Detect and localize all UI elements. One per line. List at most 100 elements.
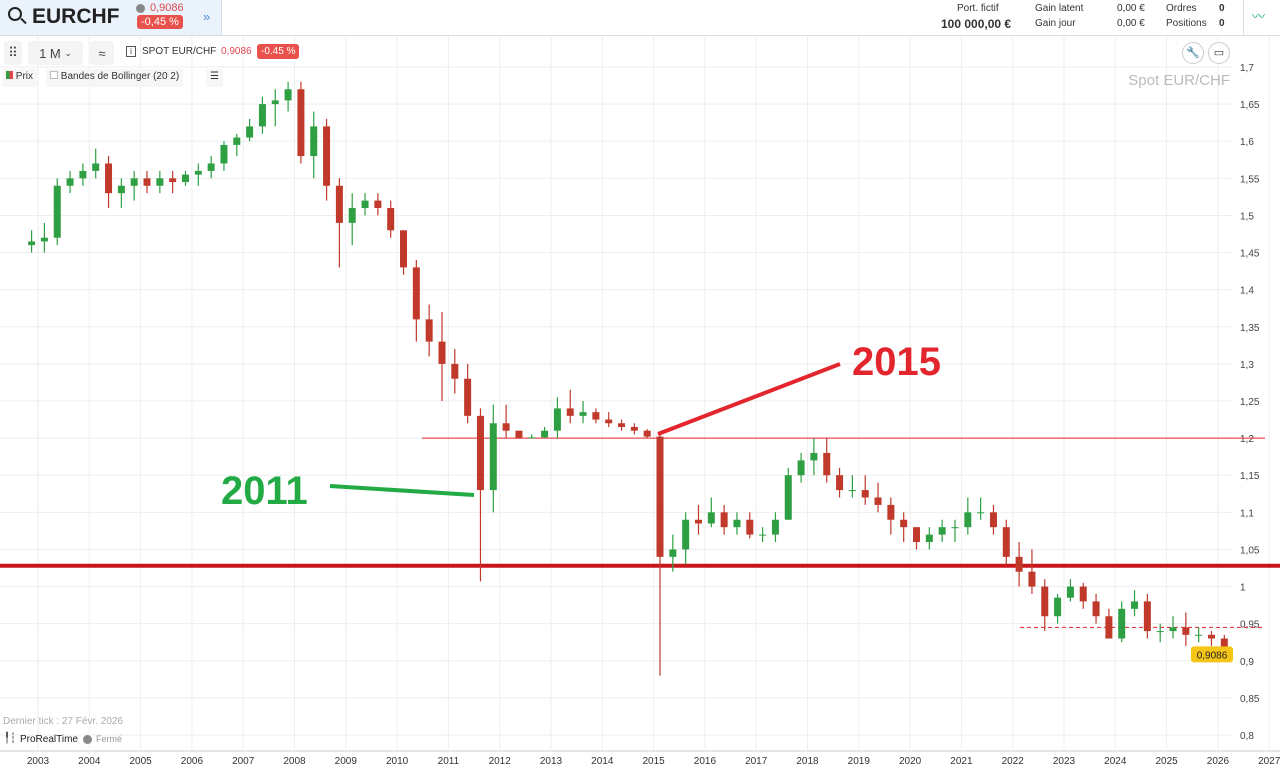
candle-body	[925, 534, 933, 543]
x-tick-label: 2022	[1002, 756, 1025, 767]
candle-body	[643, 430, 651, 437]
list-icon[interactable]: ☰	[206, 69, 223, 87]
candle	[130, 170, 138, 201]
ordres-label: Ordres	[1166, 3, 1197, 14]
candle	[207, 156, 215, 179]
y-tick-label: 1,35	[1240, 323, 1260, 334]
last-price-tag	[1191, 646, 1233, 663]
double-chevron-right-icon[interactable]: »	[203, 9, 211, 24]
candle-body	[412, 267, 420, 320]
candle	[412, 259, 420, 342]
candle	[258, 96, 266, 134]
x-tick-label: 2014	[591, 756, 614, 767]
divider	[1243, 0, 1244, 35]
candle-body	[694, 519, 702, 524]
candle-body	[143, 178, 151, 186]
search-icon[interactable]	[8, 7, 22, 21]
candle	[1131, 590, 1139, 617]
instrument-price: 0,9086	[221, 46, 252, 57]
candle-body	[836, 475, 844, 491]
candle	[682, 512, 690, 565]
candle-body	[746, 519, 754, 535]
candle-body	[130, 178, 138, 186]
wrench-icon[interactable]: 🔧	[1182, 42, 1204, 64]
candle-body	[848, 490, 856, 492]
x-tick-label: 2012	[489, 756, 512, 767]
timeframe-select[interactable]: 1 M ⌄	[28, 41, 83, 65]
candle-body	[105, 163, 113, 194]
candle-body	[515, 430, 523, 439]
candle-body	[220, 144, 228, 164]
indicator-panel-icon[interactable]: 〰	[1252, 9, 1266, 24]
candle	[977, 497, 985, 520]
candle	[1182, 612, 1190, 646]
candle	[348, 193, 356, 246]
candle	[489, 404, 497, 513]
candle	[836, 467, 844, 498]
candle	[1041, 579, 1049, 632]
candle	[618, 419, 626, 431]
candle-body	[1156, 631, 1164, 633]
checkbox-icon[interactable]	[50, 71, 58, 79]
candle-body	[361, 200, 369, 209]
candle-body	[438, 341, 446, 364]
candle	[374, 193, 382, 216]
chart-type-icon[interactable]: ≈	[90, 41, 114, 65]
candle	[553, 397, 561, 439]
candle	[823, 438, 831, 483]
drag-handle-icon[interactable]: ⠿	[4, 41, 22, 65]
y-tick-label: 1,05	[1240, 545, 1260, 556]
candle-body	[913, 527, 921, 543]
candle	[1207, 631, 1215, 646]
legend-bollinger[interactable]: Bandes de Bollinger (20 2)	[46, 69, 184, 87]
symbol-search[interactable]: EURCHF 0,9086 -0,45 % »	[0, 0, 222, 35]
candle-body	[1131, 601, 1139, 609]
candle	[40, 222, 48, 253]
info-icon[interactable]: i	[126, 46, 136, 57]
candle	[117, 178, 125, 209]
x-tick-label: 2008	[283, 756, 306, 767]
candle-body	[579, 412, 587, 416]
x-tick-label: 2020	[899, 756, 922, 767]
chart-watermark: Spot EUR/CHF	[1128, 72, 1230, 89]
candle-body	[246, 126, 254, 138]
candle	[425, 304, 433, 357]
y-tick-label: 1,1	[1240, 508, 1254, 519]
candle	[771, 512, 779, 543]
candle-body	[79, 170, 87, 179]
candle-body	[489, 423, 497, 491]
instrument-name: SPOT EUR/CHF	[142, 46, 217, 57]
candle-body	[92, 163, 100, 171]
x-tick-label: 2025	[1155, 756, 1178, 767]
candle-body	[720, 512, 728, 528]
x-tick-label: 2003	[27, 756, 50, 767]
candle	[605, 412, 613, 427]
market-status: Fermé	[96, 734, 123, 744]
legend-price-label: Prix	[15, 71, 34, 82]
window-icon[interactable]: ▭	[1208, 42, 1230, 64]
candle-body	[476, 415, 484, 491]
x-tick-label: 2017	[745, 756, 768, 767]
candle-body	[1195, 634, 1203, 636]
candle	[361, 193, 369, 216]
candle	[66, 170, 74, 194]
candle	[1079, 582, 1087, 609]
candle	[592, 408, 600, 424]
x-tick-label: 2011	[438, 756, 460, 767]
candle	[1169, 616, 1177, 639]
candle	[220, 141, 228, 171]
candle-body	[669, 549, 677, 557]
gain-jour-value: 0,00 €	[1117, 18, 1145, 29]
x-tick-label: 2026	[1207, 756, 1230, 767]
candle-body	[348, 208, 356, 223]
candle-body	[618, 423, 626, 427]
legend-price[interactable]: Prix	[2, 69, 38, 87]
y-tick-label: 0,95	[1240, 620, 1260, 631]
x-tick-label: 2005	[129, 756, 152, 767]
annotation-2015: 2015	[852, 340, 941, 384]
y-tick-label: 1,5	[1240, 211, 1254, 222]
candle-body	[874, 497, 882, 505]
x-tick-label: 2013	[540, 756, 563, 767]
candle-body	[387, 208, 395, 231]
